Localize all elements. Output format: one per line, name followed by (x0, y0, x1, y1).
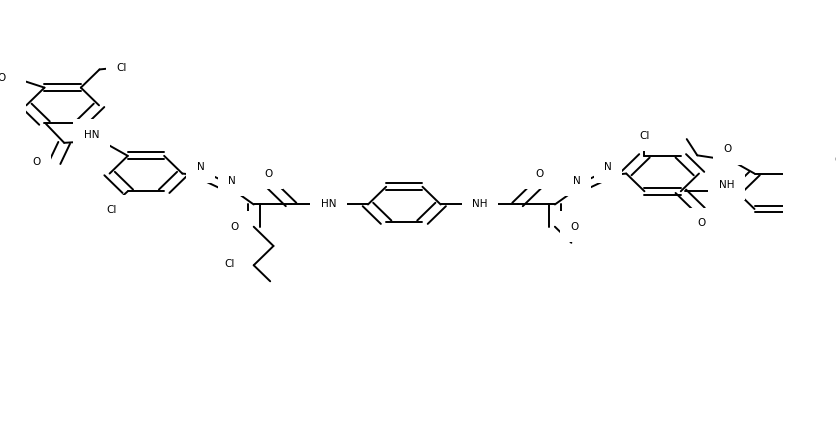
Text: Cl: Cl (106, 205, 116, 215)
Text: O: O (230, 222, 238, 232)
Text: N: N (604, 162, 611, 172)
Text: Cl: Cl (833, 155, 836, 165)
Text: O: O (696, 218, 705, 228)
Text: Cl: Cl (116, 63, 126, 73)
Text: O: O (569, 222, 578, 232)
Text: N: N (196, 162, 204, 172)
Text: Cl: Cl (639, 130, 649, 141)
Text: N: N (572, 176, 580, 186)
Text: NH: NH (472, 199, 487, 210)
Text: NH: NH (718, 180, 733, 190)
Text: HN: HN (320, 199, 336, 210)
Text: O: O (535, 169, 543, 178)
Text: Cl: Cl (224, 259, 234, 269)
Text: N: N (228, 176, 236, 186)
Text: O: O (33, 157, 41, 167)
Text: HN: HN (84, 130, 99, 140)
Text: O: O (264, 169, 273, 178)
Text: O: O (0, 72, 5, 83)
Text: O: O (722, 144, 731, 155)
